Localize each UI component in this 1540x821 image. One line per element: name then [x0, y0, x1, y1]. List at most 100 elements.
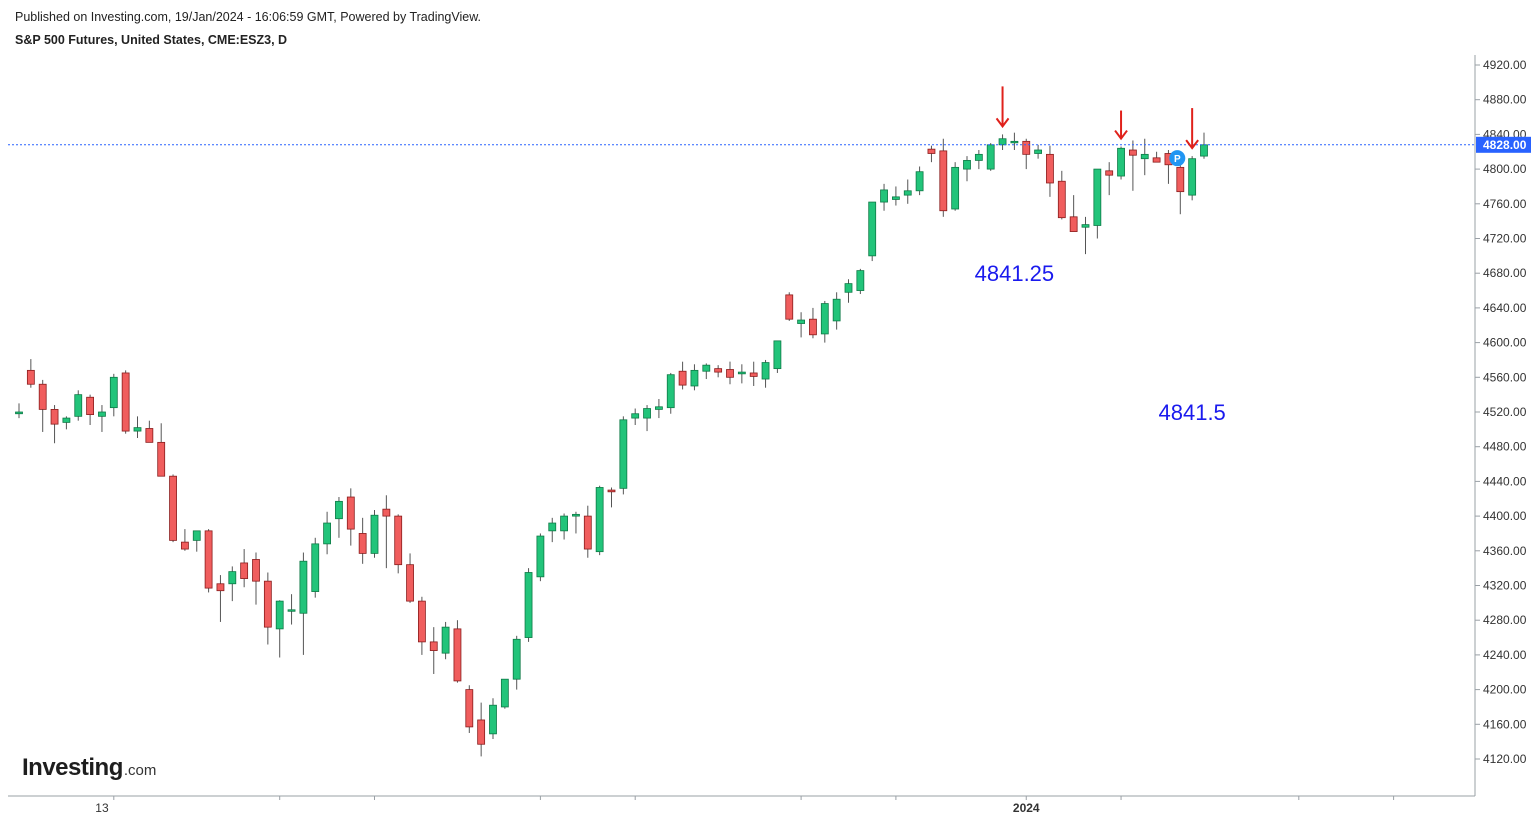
- candle: [441, 621, 450, 660]
- candle-body: [1093, 168, 1102, 226]
- candle-body: [785, 294, 794, 320]
- candle-body: [382, 508, 391, 517]
- candle: [773, 340, 782, 373]
- candle-body: [500, 678, 509, 708]
- candle: [98, 405, 106, 432]
- candle: [1069, 195, 1078, 232]
- candle: [489, 698, 497, 740]
- candle-body: [1140, 153, 1149, 160]
- candle-body: [631, 413, 640, 419]
- candle-body: [856, 270, 865, 291]
- candle-body: [98, 411, 106, 417]
- candle: [868, 201, 877, 262]
- candle: [631, 408, 640, 426]
- candle: [832, 292, 841, 330]
- price-annotation: 4841.25: [975, 261, 1055, 286]
- badge-label: P: [1174, 154, 1181, 165]
- candle-body: [157, 441, 166, 477]
- candle: [1129, 140, 1137, 191]
- candle: [382, 495, 391, 569]
- candle: [951, 162, 960, 211]
- candle-body: [346, 496, 355, 530]
- candle: [406, 553, 414, 603]
- candle: [500, 678, 509, 709]
- candle: [417, 596, 426, 655]
- candle: [619, 416, 628, 495]
- candle: [726, 361, 734, 385]
- candle-body: [417, 600, 426, 643]
- candle-body: [737, 371, 746, 375]
- x-tick-label: 13: [95, 801, 109, 815]
- price-axis: 4920.004880.004840.004800.004760.004720.…: [8, 55, 1527, 815]
- candle-body: [192, 530, 201, 541]
- candle-body: [903, 190, 912, 196]
- candle-body: [536, 535, 545, 578]
- candle: [429, 627, 438, 674]
- candle: [690, 364, 699, 391]
- candle-body: [263, 580, 272, 628]
- candle-body: [335, 500, 343, 520]
- candle: [797, 312, 805, 338]
- y-tick-label: 4160.00: [1483, 717, 1527, 731]
- candle: [1022, 138, 1031, 170]
- peak-arrow-head: [995, 117, 1010, 129]
- candle-body: [1069, 216, 1078, 232]
- y-tick-label: 4440.00: [1483, 474, 1527, 488]
- candle-body: [370, 514, 379, 554]
- candle-body: [951, 166, 960, 210]
- candle-body: [1034, 149, 1042, 154]
- candle: [311, 537, 320, 598]
- candle: [1010, 132, 1019, 151]
- y-tick-label: 4640.00: [1483, 301, 1527, 315]
- candle-body: [38, 383, 47, 410]
- candle: [192, 530, 201, 552]
- candle: [86, 394, 94, 426]
- candle: [761, 359, 770, 388]
- candle: [204, 529, 213, 593]
- candle: [974, 150, 983, 170]
- candle: [678, 361, 687, 390]
- candle-body: [1117, 147, 1125, 177]
- candle-body: [974, 153, 983, 161]
- candle-body: [607, 489, 616, 493]
- candle: [50, 405, 59, 444]
- candle-body: [998, 138, 1007, 146]
- candle: [785, 292, 794, 321]
- candle: [737, 364, 746, 384]
- candle-body: [145, 428, 154, 443]
- peak-arrow: [1114, 110, 1128, 141]
- candle-body: [180, 541, 189, 550]
- candle-body: [1057, 180, 1066, 219]
- overlays: 4828.00 P 4841.25 4841.5: [8, 86, 1531, 425]
- candle-body: [915, 171, 924, 192]
- y-tick-label: 4720.00: [1483, 232, 1527, 246]
- peak-arrow: [995, 86, 1010, 129]
- candle: [655, 398, 663, 419]
- logo-brand: Investing: [22, 754, 123, 781]
- candle-body: [820, 303, 829, 335]
- x-tick-label: 2024: [1013, 801, 1040, 815]
- candle: [714, 365, 723, 378]
- candle-body: [986, 144, 995, 170]
- candle: [963, 156, 971, 182]
- y-tick-label: 4560.00: [1483, 370, 1527, 384]
- candle-body: [595, 487, 604, 553]
- y-tick-label: 4360.00: [1483, 544, 1527, 558]
- candle-body: [299, 560, 308, 614]
- candles: [15, 132, 1208, 757]
- candle-body: [204, 530, 213, 589]
- candle: [1117, 146, 1125, 180]
- candle: [299, 552, 308, 655]
- candle-body: [252, 559, 260, 582]
- peak-arrow: [1185, 108, 1199, 150]
- candle: [240, 549, 249, 588]
- candle-body: [429, 641, 438, 651]
- badge-circle: [1169, 150, 1186, 167]
- candle: [524, 568, 533, 642]
- candle-body: [133, 427, 142, 432]
- y-tick-label: 4760.00: [1483, 197, 1527, 211]
- candle: [1081, 216, 1090, 255]
- candle-body: [1188, 158, 1197, 196]
- candle-body: [844, 283, 853, 293]
